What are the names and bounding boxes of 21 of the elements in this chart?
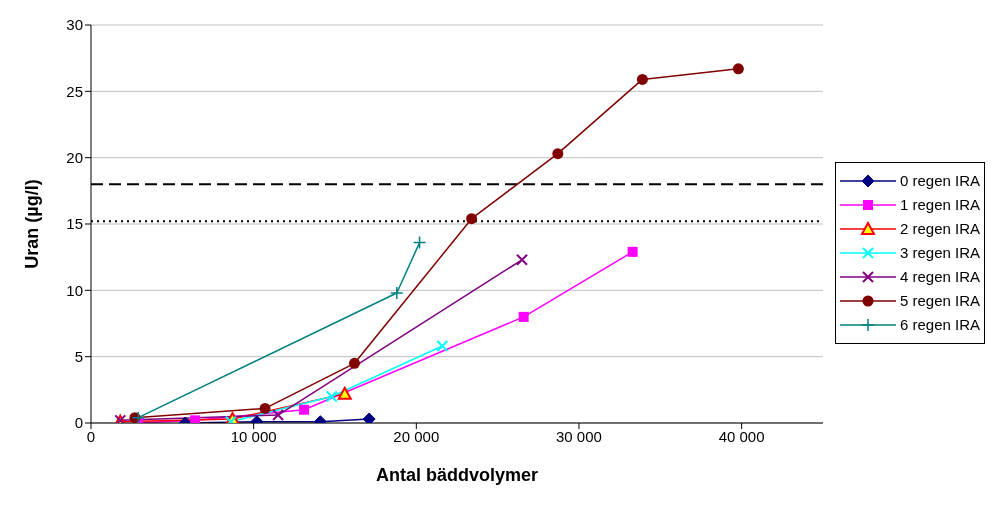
legend-label: 0 regen IRA (899, 172, 980, 189)
y-tick-label: 20 (66, 148, 83, 166)
x-tick-label: 40 000 (718, 427, 765, 445)
legend-label: 5 regen IRA (899, 292, 980, 309)
x-tick-label: 20 000 (393, 427, 440, 445)
y-axis-title: Uran (µg/l) (22, 179, 43, 269)
y-tick-label: 25 (66, 82, 83, 100)
y-tick-label: 30 (66, 16, 83, 34)
legend-label: 2 regen IRA (899, 220, 980, 237)
x-axis-title: Antal bäddvolymer (375, 465, 538, 485)
y-tick-label: 5 (74, 347, 83, 365)
legend-label: 6 regen IRA (899, 316, 980, 333)
legend-label: 4 regen IRA (899, 268, 980, 285)
legend-label: 3 regen IRA (899, 244, 980, 261)
legend-label: 1 regen IRA (899, 196, 980, 213)
y-tick-label: 15 (66, 215, 83, 233)
x-tick-label: 0 (86, 427, 96, 445)
x-tick-label: 30 000 (556, 427, 602, 445)
x-tick-label: 10 000 (230, 427, 277, 445)
y-tick-label: 10 (66, 281, 83, 299)
y-tick-label: 0 (74, 414, 83, 432)
